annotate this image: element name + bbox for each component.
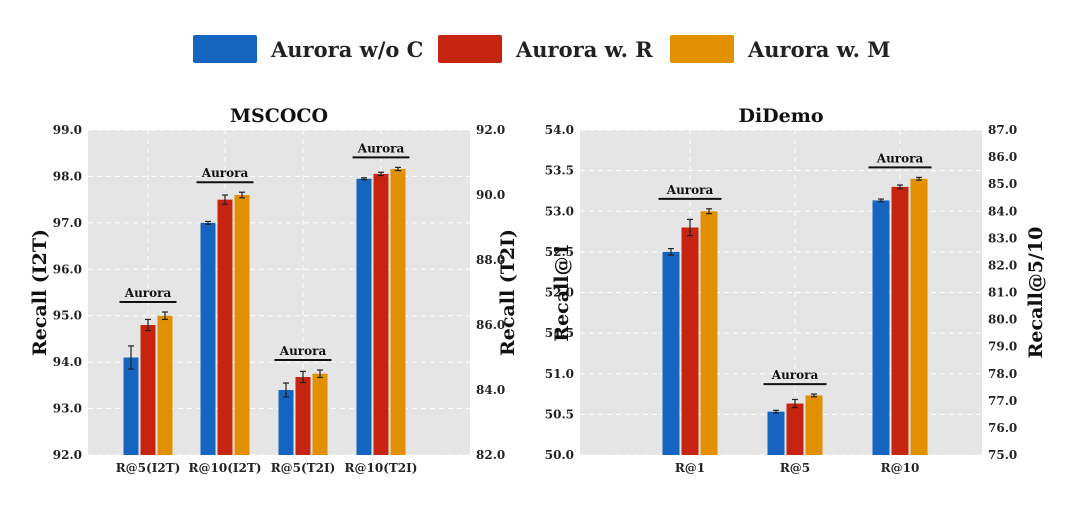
chart2-ytick-right: 75.0 bbox=[988, 448, 1017, 462]
chart2-ylabel-left: Recall@1 bbox=[551, 243, 573, 341]
chart2-ytick-right: 79.0 bbox=[988, 340, 1017, 354]
chart2-ytick-left: 50.5 bbox=[545, 407, 574, 421]
chart1-bar bbox=[278, 390, 294, 455]
chart1-ytick-left: 98.0 bbox=[53, 169, 82, 183]
chart1-ytick-left: 93.0 bbox=[53, 402, 82, 416]
chart1-bar bbox=[234, 195, 250, 455]
chart2-ytick-right: 81.0 bbox=[988, 286, 1017, 300]
chart2-ytick-left: 51.0 bbox=[545, 367, 574, 381]
chart1-ytick-right: 82.0 bbox=[476, 448, 505, 462]
chart2-bar bbox=[805, 395, 823, 455]
chart2-ytick-right: 87.0 bbox=[988, 123, 1017, 137]
chart2-ytick-right: 80.0 bbox=[988, 313, 1017, 327]
chart1-ytick-left: 94.0 bbox=[53, 355, 82, 369]
chart1-ytick-left: 96.0 bbox=[53, 262, 82, 276]
chart2-ytick-left: 54.0 bbox=[545, 123, 574, 137]
chart2-bar bbox=[891, 186, 909, 455]
legend-item-w-r: Aurora w. R bbox=[438, 34, 653, 64]
chart1-ytick-right: 86.0 bbox=[476, 318, 505, 332]
chart1-bar bbox=[373, 173, 389, 455]
chart2-ytick-right: 76.0 bbox=[988, 421, 1017, 435]
chart1-bar bbox=[157, 315, 173, 455]
legend-swatch-w-m bbox=[670, 35, 734, 63]
legend-item-w-m: Aurora w. M bbox=[670, 34, 890, 64]
legend-swatch-wo-c bbox=[193, 35, 257, 63]
chart1-ytick-right: 84.0 bbox=[476, 383, 505, 397]
chart2-ytick-right: 84.0 bbox=[988, 204, 1017, 218]
chart2-annotation: Aurora bbox=[876, 151, 924, 165]
chart1-xtick: R@5(T2I) bbox=[271, 461, 336, 475]
chart2-xtick: R@1 bbox=[675, 461, 705, 475]
chart2-ytick-left: 52.5 bbox=[545, 245, 574, 259]
legend: Aurora w/o C Aurora w. R Aurora w. M bbox=[0, 0, 1080, 90]
chart2-ytick-left: 50.0 bbox=[545, 448, 574, 462]
chart1-annotation: Aurora bbox=[124, 286, 172, 300]
chart2-ytick-right: 82.0 bbox=[988, 258, 1017, 272]
chart1-ytick-right: 90.0 bbox=[476, 188, 505, 202]
chart2-ytick-right: 77.0 bbox=[988, 394, 1017, 408]
chart2-xtick: R@10 bbox=[881, 461, 920, 475]
chart1-xtick: R@10(I2T) bbox=[189, 461, 262, 475]
chart1-bar bbox=[356, 178, 372, 455]
chart2-bar bbox=[786, 403, 804, 455]
chart1-ytick-right: 88.0 bbox=[476, 253, 505, 267]
chart2-bar bbox=[910, 178, 928, 455]
chart2-bar bbox=[662, 251, 680, 455]
chart2-annotation: Aurora bbox=[666, 183, 714, 197]
chart2-xtick: R@5 bbox=[780, 461, 810, 475]
chart2-bar bbox=[767, 411, 785, 455]
chart1-ytick-left: 97.0 bbox=[53, 216, 82, 230]
legend-label-w-m: Aurora w. M bbox=[748, 36, 891, 62]
chart2-annotation: Aurora bbox=[771, 368, 819, 382]
chart1-xtick: R@5(I2T) bbox=[116, 461, 181, 475]
chart1-annotation: Aurora bbox=[357, 141, 405, 155]
chart1-annotation: Aurora bbox=[201, 166, 249, 180]
chart2-bar bbox=[872, 200, 890, 455]
chart1-ylabel-left: Recall (I2T) bbox=[29, 229, 51, 356]
legend-label-wo-c: Aurora w/o C bbox=[271, 36, 424, 62]
chart1-ytick-left: 92.0 bbox=[53, 448, 82, 462]
chart2-ytick-left: 53.5 bbox=[545, 164, 574, 178]
chart1-bar bbox=[217, 199, 233, 455]
chart1-bar bbox=[390, 169, 406, 455]
chart2-title: DiDemo bbox=[738, 105, 823, 127]
chart1-bar bbox=[140, 325, 156, 455]
chart2-ylabel-right: Recall@5/10 bbox=[1025, 227, 1047, 359]
chart1-ylabel-right: Recall (T2I) bbox=[497, 229, 519, 356]
chart1-bar bbox=[200, 222, 216, 455]
chart2-ytick-left: 52.0 bbox=[545, 286, 574, 300]
chart2-ytick-left: 53.0 bbox=[545, 204, 574, 218]
chart1-bar bbox=[123, 357, 139, 455]
chart1-ytick-left: 99.0 bbox=[53, 123, 82, 137]
chart1-title: MSCOCO bbox=[230, 105, 328, 127]
chart2-ytick-right: 85.0 bbox=[988, 177, 1017, 191]
chart1-annotation: Aurora bbox=[279, 344, 327, 358]
chart2-ytick-right: 83.0 bbox=[988, 231, 1017, 245]
chart1-bar bbox=[312, 373, 328, 455]
chart2-ytick-left: 51.5 bbox=[545, 326, 574, 340]
chart1-ytick-left: 95.0 bbox=[53, 309, 82, 323]
chart2-bar bbox=[681, 227, 699, 455]
chart2-ytick-right: 78.0 bbox=[988, 367, 1017, 381]
chart2-ytick-right: 86.0 bbox=[988, 150, 1017, 164]
chart1-bar bbox=[295, 377, 311, 455]
legend-swatch-w-r bbox=[438, 35, 502, 63]
chart2-bar bbox=[700, 211, 718, 455]
legend-item-wo-c: Aurora w/o C bbox=[193, 34, 423, 64]
chart1-xtick: R@10(T2I) bbox=[345, 461, 418, 475]
legend-label-w-r: Aurora w. R bbox=[516, 36, 653, 62]
chart1-ytick-right: 92.0 bbox=[476, 123, 505, 137]
